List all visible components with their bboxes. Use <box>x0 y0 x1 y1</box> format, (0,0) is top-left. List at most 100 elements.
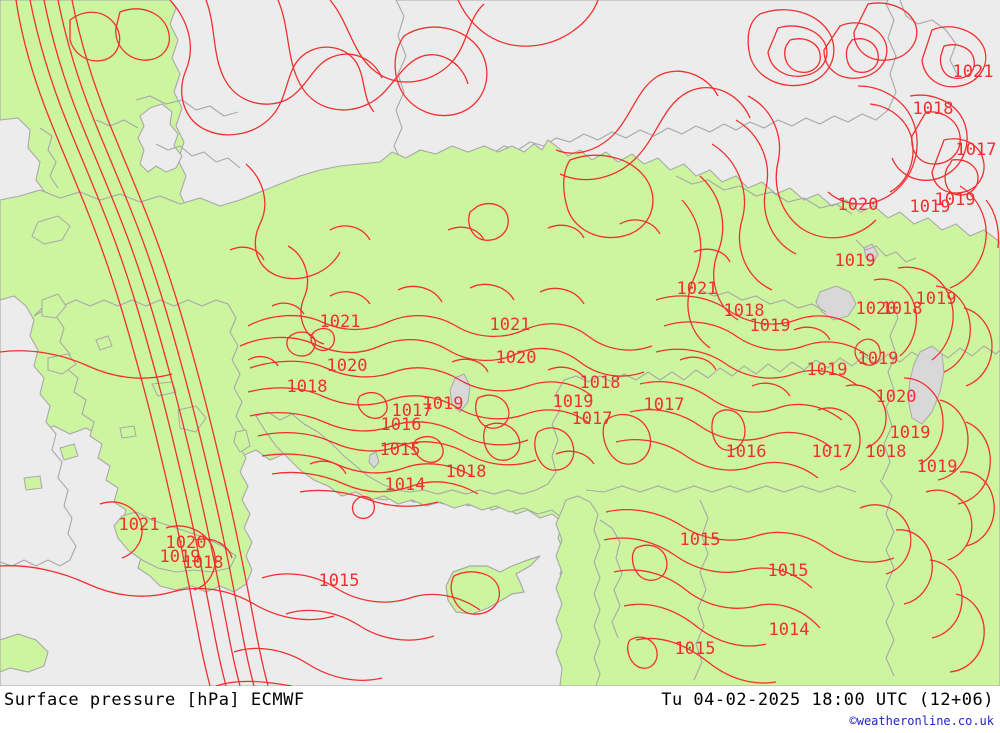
isobar-value-label: 1020 <box>496 348 537 368</box>
copyright-watermark: ©weatheronline.co.uk <box>849 714 995 728</box>
isobar-value-label: 1019 <box>750 316 791 336</box>
isobar-med-crete-1 <box>99 501 143 559</box>
isobar-detail-q <box>547 224 585 239</box>
isobar-1015c-se <box>623 603 767 647</box>
isobar-value-label: 1017 <box>812 442 853 462</box>
border-albania <box>39 127 59 189</box>
isobar-east-3 <box>655 348 859 387</box>
isobar-ne-cell-4 <box>823 22 888 79</box>
isobar-east-14 <box>845 384 887 449</box>
isobar-1017-west <box>71 0 269 686</box>
isobar-med-5 <box>233 647 383 681</box>
isobar-east-11 <box>903 377 944 465</box>
isobar-1016-central <box>261 453 473 477</box>
isobar-detail-l <box>679 356 717 371</box>
isobar-ne-swirl-7 <box>827 85 918 205</box>
lake-tuz <box>449 373 471 413</box>
isobar-value-label: 1021 <box>490 315 531 335</box>
isobar-value-label: 1018 <box>183 553 224 573</box>
isobar-value-label: 1020 <box>876 387 917 407</box>
isobar-1019-west <box>43 0 241 686</box>
isobar-anatolia-curl-6 <box>483 422 521 461</box>
isobar-1015b-se <box>613 569 821 629</box>
isobar-east-5 <box>629 409 833 449</box>
isobar-layer <box>0 0 1000 686</box>
isobar-1018-central <box>249 412 529 446</box>
isobar-ne-blob-14 <box>921 26 987 88</box>
isobar-ul-wave-3 <box>277 0 469 111</box>
isobar-value-label: 1019 <box>553 392 594 412</box>
isobar-anatolia-curl-8 <box>602 413 652 465</box>
isobar-detail-n <box>793 326 831 341</box>
isobar-ne-cell-6 <box>853 2 918 61</box>
isobar-value-label: 1020 <box>838 195 879 215</box>
border-syria-iraq <box>693 499 709 681</box>
isobar-anatolia-curl-3 <box>357 391 388 419</box>
isobar-cell-ul-1 <box>69 11 121 62</box>
isobar-value-label: 1020 <box>166 533 207 553</box>
isobar-east-12 <box>937 399 969 481</box>
isobar-se-curl-6 <box>949 593 985 673</box>
isobar-detail-m <box>751 382 791 397</box>
isobar-value-label: 1014 <box>385 475 426 495</box>
island-chios <box>41 293 67 319</box>
island-cyprus <box>445 555 541 615</box>
pressure-contour-map: 1021 1021 1020 1018 1017 1016 1019 1015 1014 1018… <box>0 0 1000 686</box>
isobar-detail-g <box>451 358 489 373</box>
isobar-anatolia-curl-1 <box>286 331 316 357</box>
isobar-value-label: 1018 <box>580 373 621 393</box>
map-footer: Surface pressure [hPa] ECMWF Tu 04-02-20… <box>0 686 1000 733</box>
isobar-se-curl-5 <box>929 559 963 639</box>
landmass-layer <box>0 0 1000 686</box>
border-turkey-iran <box>881 299 899 481</box>
isobar-east-15 <box>817 407 861 471</box>
isobar-detail-c <box>397 285 443 303</box>
border-turkey-iraq-syria <box>585 485 857 493</box>
isobar-ul-wave-2 <box>205 0 383 105</box>
isobar-anatolia-curl-9 <box>351 495 375 520</box>
isobar-value-label: 1019 <box>858 349 899 369</box>
isobar-detail-t <box>229 246 265 261</box>
isobar-ul-arc-5 <box>394 26 488 117</box>
land-greece-peloponnese <box>0 633 49 673</box>
island-small-aegean-1 <box>95 335 113 351</box>
isobar-ul-wave-4 <box>329 0 485 83</box>
border-armenia-azerbaijan <box>855 239 917 263</box>
isobar-1017-central <box>257 432 537 466</box>
isobar-value-label: 1019 <box>890 423 931 443</box>
isobar-value-label: 1018 <box>866 442 907 462</box>
isobar-med-2 <box>0 565 335 621</box>
isobar-value-label: 1017 <box>572 409 613 429</box>
isobar-se-curl-4 <box>895 529 933 605</box>
isobar-detail-s <box>329 225 371 241</box>
isobar-value-label: 1019 <box>423 394 464 414</box>
isobar-detail-k <box>555 450 595 465</box>
isobar-value-label: 1015 <box>680 530 721 550</box>
isobar-value-label: 1018 <box>446 462 487 482</box>
border-macedonia-greece <box>95 119 139 129</box>
isobar-detail-p <box>619 219 661 235</box>
isobar-1021-central <box>247 314 653 351</box>
island-crete <box>113 511 237 573</box>
isobar-1020-west <box>29 0 227 686</box>
border-bulgaria-turkey <box>135 95 239 117</box>
isobar-anatolia-closed-10 <box>711 409 746 451</box>
isobar-anatolia-curl-5 <box>475 394 510 429</box>
island-small-aegean-2 <box>119 425 137 439</box>
isobar-ne-long-12 <box>699 175 739 321</box>
isobar-ne-blob-15 <box>939 44 975 79</box>
isobar-ul-blob-10 <box>468 203 509 241</box>
isobar-ne-tail-21 <box>985 199 1000 249</box>
isobar-value-label: 1021 <box>320 312 361 332</box>
isobar-value-label: 1020 <box>856 299 897 319</box>
isobar-value-label: 1019 <box>835 251 876 271</box>
isobar-value-label: 1018 <box>913 99 954 119</box>
isobar-1021b-central <box>239 336 645 377</box>
isobar-east-8 <box>897 266 954 361</box>
border-iraq-iran-south <box>879 479 895 677</box>
isobar-east-4 <box>639 381 843 421</box>
isobar-detail-e <box>539 287 585 305</box>
isobar-cell-ul-2 <box>115 8 170 61</box>
isobar-ne-cell-2 <box>767 25 828 77</box>
